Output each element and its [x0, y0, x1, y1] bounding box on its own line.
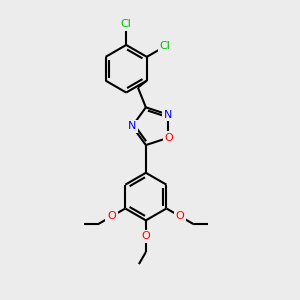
Text: N: N	[164, 110, 172, 120]
Text: Cl: Cl	[121, 19, 132, 29]
Text: O: O	[176, 212, 184, 221]
Text: N: N	[128, 121, 136, 131]
Text: O: O	[107, 212, 116, 221]
Text: Cl: Cl	[159, 41, 170, 52]
Text: O: O	[165, 133, 173, 143]
Text: O: O	[142, 231, 150, 241]
